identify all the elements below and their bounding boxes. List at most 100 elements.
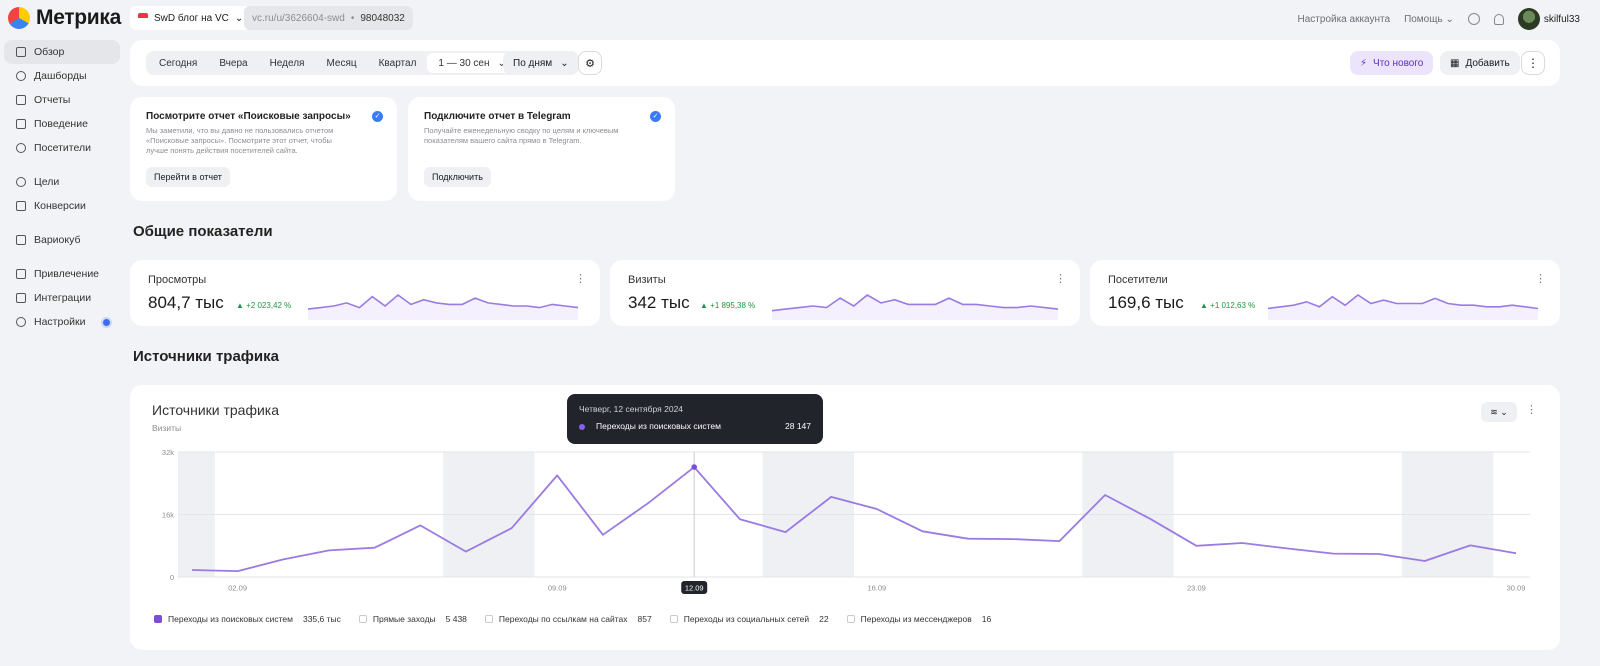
person-icon (16, 143, 26, 153)
tooltip-value: 28 147 (785, 421, 811, 431)
whats-new-button[interactable]: ⚡ Что нового (1350, 51, 1434, 75)
bell-icon[interactable] (1493, 13, 1504, 25)
sidebar-item-acquisition[interactable]: Привлечение (4, 262, 120, 286)
chart-tooltip: Четверг, 12 сентября 2024 Переходы из по… (567, 394, 823, 444)
sidebar-item-behavior[interactable]: Поведение (4, 112, 120, 136)
chart-subtitle: Визиты (152, 423, 182, 433)
kebab-icon: ⋮ (1527, 56, 1539, 70)
chevron-down-icon: ⌄ (560, 57, 569, 69)
promo-text: Мы заметили, что вы давно не пользовалис… (146, 126, 334, 155)
sidebar-item-variocube[interactable]: Вариокуб (4, 228, 120, 252)
checkbox-icon (484, 615, 493, 623)
chart-settings-icon: ≋ ⌄ (1490, 406, 1508, 417)
site-selector[interactable]: SwD блог на VC ⌄ (130, 6, 252, 30)
tooltip-date: Четверг, 12 сентября 2024 (579, 404, 684, 414)
period-quarter[interactable]: Квартал (378, 57, 417, 69)
sidebar-item-goals[interactable]: Цели (4, 170, 120, 194)
kebab-icon[interactable]: ⋮ (1055, 273, 1066, 285)
sidebar-item-conversions[interactable]: Конверсии (4, 194, 120, 218)
series-color-dot (579, 424, 585, 430)
period-week[interactable]: Неделя (269, 57, 305, 69)
metric-card-pageviews[interactable]: Просмотры 804,7 тыс ▲ +2 023,42 % ⋮ (130, 260, 600, 326)
notification-dot (103, 318, 110, 326)
account-settings-link[interactable]: Настройка аккаунта (1297, 13, 1391, 25)
promo-title: Посмотрите отчет «Поисковые запросы» (146, 111, 351, 122)
sparkline-line (307, 293, 579, 310)
dashboard-icon (16, 71, 26, 81)
filter-bar: Сегодня Вчера Неделя Месяц Квартал 1 — 3… (130, 40, 1560, 86)
promo-text: Получайте еженедельную сводку по целям и… (424, 126, 619, 145)
x-tick-label: 23.09 (1187, 584, 1206, 593)
filter-settings-button[interactable]: ⚙ (578, 51, 602, 75)
flame-icon (16, 269, 26, 279)
logo-text: Метрика (36, 6, 122, 29)
sidebar-item-settings[interactable]: Настройки (4, 310, 120, 334)
x-tick-label: 09.09 (548, 584, 567, 593)
site-name: SwD блог на VC (154, 12, 229, 24)
period-today[interactable]: Сегодня (159, 57, 198, 69)
sparkline-area (1268, 295, 1538, 320)
top-bar: Метрика SwD блог на VC ⌄ vc.ru/u/3626604… (0, 0, 1600, 36)
logo[interactable]: Метрика (8, 6, 121, 30)
sidebar: Обзор Дашборды Отчеты Поведение Посетите… (0, 40, 124, 334)
go-to-report-button[interactable]: Перейти в отчет (146, 167, 230, 187)
metric-card-visitors[interactable]: Посетители 169,6 тыс ▲ +1 012,63 % ⋮ (1090, 260, 1560, 326)
grid-icon (16, 47, 26, 57)
sidebar-item-integrations[interactable]: Интеграции (4, 286, 120, 310)
metric-delta: ▲ +1 012,63 % (1200, 301, 1256, 310)
traffic-chart[interactable]: 0 16k 32k 02.09 09.09 12.09 16.09 23.09 30.09 (130, 385, 1560, 650)
period-selector: Сегодня Вчера Неделя Месяц Квартал 1 — 3… (146, 51, 519, 75)
more-menu-button[interactable]: ⋮ (1521, 51, 1545, 75)
site-favicon-icon (138, 13, 148, 23)
chart-type-select[interactable]: ≋ ⌄ (1481, 402, 1517, 422)
metric-label: Визиты (628, 274, 666, 286)
cube-icon (16, 235, 26, 245)
traffic-section-title: Источники трафика (133, 348, 279, 365)
checkbox-icon (669, 615, 678, 623)
sidebar-item-overview[interactable]: Обзор (4, 40, 120, 64)
x-tick-label: 16.09 (867, 584, 886, 593)
connect-button[interactable]: Подключить (424, 167, 491, 187)
check-icon: ✓ (650, 111, 661, 122)
period-month[interactable]: Месяц (326, 57, 357, 69)
x-tick-label: 02.09 (228, 584, 247, 593)
kebab-icon[interactable]: ⋮ (1535, 273, 1546, 285)
lightning-icon: ⚡ (1360, 57, 1368, 69)
tooltip-series: Переходы из поисковых систем (596, 421, 721, 431)
home-icon (16, 293, 26, 303)
legend-item-links[interactable]: Переходы по ссылкам на сайтах 857 (484, 614, 652, 624)
check-icon: ✓ (372, 111, 383, 122)
y-tick-label: 32k (162, 448, 174, 457)
sliders-icon: ⚙ (585, 57, 595, 70)
help-menu[interactable]: Помощь ⌄ (1404, 13, 1454, 25)
counter-info[interactable]: vc.ru/u/3626604-swd • 98048032 (244, 6, 413, 30)
period-yesterday[interactable]: Вчера (219, 57, 248, 69)
sidebar-item-dashboards[interactable]: Дашборды (4, 64, 120, 88)
legend-item-direct[interactable]: Прямые заходы 5 438 (358, 614, 467, 624)
legend-item-social[interactable]: Переходы из социальных сетей 22 (669, 614, 829, 624)
chat-icon[interactable] (1467, 13, 1480, 25)
traffic-sources-card: 0 16k 32k 02.09 09.09 12.09 16.09 23.09 30.09 Ис… (130, 385, 1560, 650)
sidebar-item-visitors[interactable]: Посетители (4, 136, 120, 160)
kebab-icon[interactable]: ⋮ (575, 273, 586, 285)
gear-icon (16, 317, 26, 327)
percent-icon (16, 201, 26, 211)
legend-item-messengers[interactable]: Переходы из мессенджеров 16 (846, 614, 991, 624)
sidebar-item-reports[interactable]: Отчеты (4, 88, 120, 112)
user-menu[interactable]: skilful33 (1517, 8, 1580, 30)
date-range-picker[interactable]: 1 — 30 сен ⌄ (427, 53, 517, 73)
sparkline (771, 294, 1059, 320)
grouping-select[interactable]: По дням ⌄ (503, 51, 579, 75)
counter-id: 98048032 (360, 12, 405, 24)
play-icon (16, 119, 26, 129)
sparkline-area (772, 295, 1058, 320)
add-widget-button[interactable]: ▦ Добавить (1440, 51, 1520, 75)
kebab-icon[interactable]: ⋮ (1526, 404, 1537, 416)
promo-card-telegram: Подключите отчет в Telegram Получайте еж… (408, 97, 675, 201)
metric-label: Посетители (1108, 274, 1168, 286)
metric-card-visits[interactable]: Визиты 342 тыс ▲ +1 895,38 % ⋮ (610, 260, 1080, 326)
chart-legend: Переходы из поисковых систем 335,6 тыс Пр… (154, 614, 1009, 624)
metric-delta: ▲ +1 895,38 % (700, 301, 756, 310)
legend-item-search[interactable]: Переходы из поисковых систем 335,6 тыс (154, 614, 341, 624)
y-tick-label: 0 (170, 573, 174, 582)
